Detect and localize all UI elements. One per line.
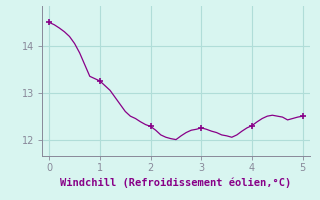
X-axis label: Windchill (Refroidissement éolien,°C): Windchill (Refroidissement éolien,°C) [60,177,292,188]
